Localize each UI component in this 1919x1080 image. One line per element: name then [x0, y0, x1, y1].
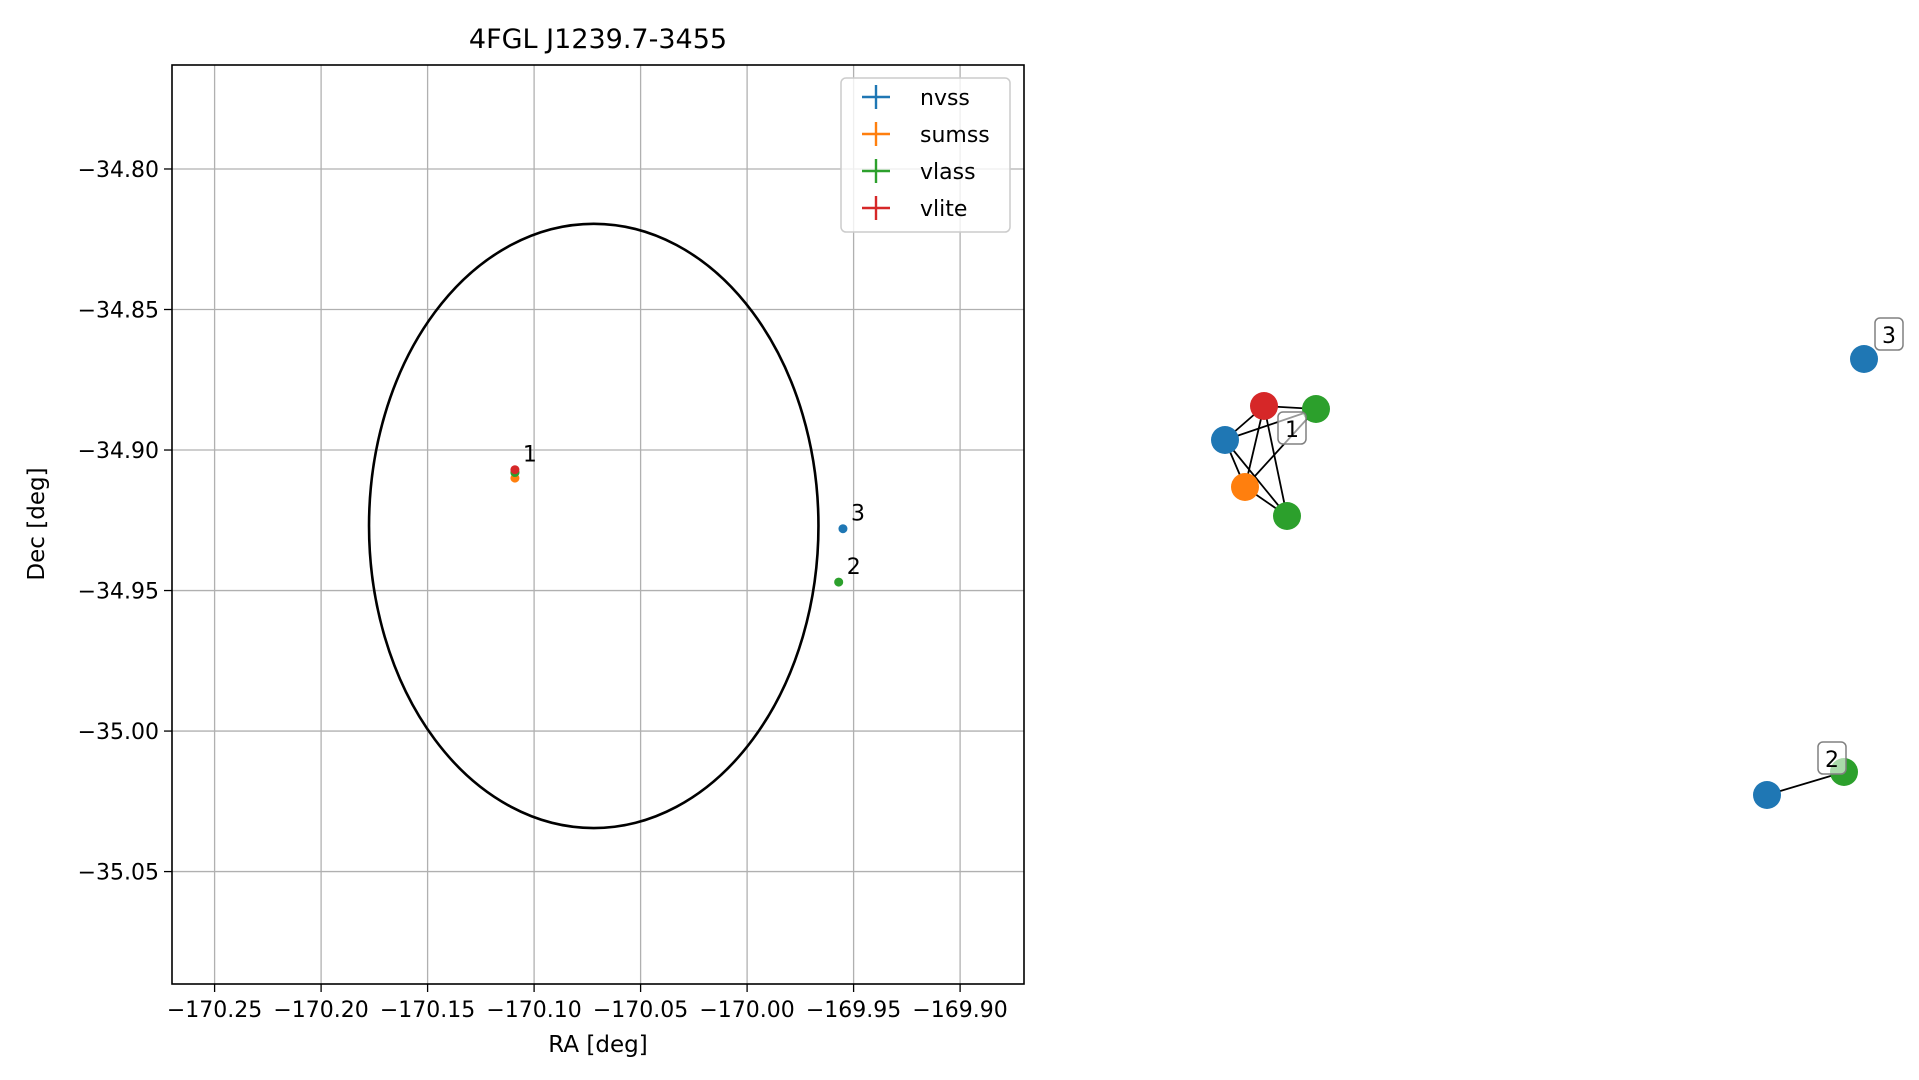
point-annotation-label: 2	[847, 555, 861, 580]
x-tick-label: −169.90	[912, 998, 1007, 1023]
network-node	[1250, 392, 1278, 420]
y-tick-label: −34.95	[78, 580, 159, 605]
data-points	[510, 465, 848, 587]
y-tick-label: −34.90	[78, 439, 159, 464]
network-edge	[1224, 439, 1288, 517]
network-label-box	[1817, 741, 1847, 775]
x-axis-ticks: −170.25 −170.20 −170.15 −170.10 −170.05 −170.…	[167, 984, 1008, 1023]
legend-entry-sumss: sumss	[862, 122, 990, 148]
x-tick-label: −170.20	[273, 998, 368, 1023]
y-axis-label: Dec [deg]	[24, 467, 50, 580]
x-tick-label: −170.15	[380, 998, 475, 1023]
chart-title: 4FGL J1239.7-3455	[469, 24, 727, 55]
legend-entry-nvss: nvss	[862, 85, 970, 111]
network-label-text: 2	[1825, 748, 1839, 773]
data-point-marker	[510, 465, 520, 475]
legend-label: vlass	[920, 160, 976, 185]
y-tick-label: −35.05	[78, 861, 159, 886]
x-tick-label: −170.25	[167, 998, 262, 1023]
y-axis-ticks: −34.80 −34.85 −34.90 −34.95 −35.00 −35.05	[78, 158, 172, 886]
data-point-marker	[834, 577, 844, 587]
point-annotation-label: 3	[851, 502, 865, 527]
y-tick-label: −34.80	[78, 158, 159, 183]
legend-entry-vlass: vlass	[862, 159, 976, 185]
axes-frame	[171, 64, 1025, 985]
data-point-marker	[838, 524, 848, 534]
x-tick-label: −169.95	[806, 998, 901, 1023]
localization-ellipse-outline	[367, 222, 820, 830]
network-node	[1211, 426, 1239, 454]
network-label-box	[1277, 411, 1307, 445]
network-group-label: 3	[1874, 317, 1904, 351]
scatter-plot: 132 −170.25 −170.20 −170.15 −170.10 −170.05−…	[24, 24, 1025, 1058]
network-label-text: 3	[1882, 324, 1896, 349]
legend: nvss sumss vlass vlite	[840, 77, 1011, 233]
point-annotations: 1 3 2	[523, 443, 865, 580]
legend-box	[840, 77, 1011, 233]
x-tick-label: −170.10	[486, 998, 581, 1023]
y-tick-label: −34.85	[78, 299, 159, 324]
legend-entries: nvss sumss vlass vlite	[862, 85, 990, 222]
network-node	[1273, 502, 1301, 530]
legend-label: nvss	[920, 86, 970, 111]
network-label-box	[1874, 317, 1904, 351]
network-nodes	[1211, 345, 1878, 809]
legend-label: sumss	[920, 123, 990, 148]
legend-entry-vlite: vlite	[862, 196, 967, 222]
x-axis-label: RA [deg]	[548, 1032, 647, 1058]
network-node	[1850, 345, 1878, 373]
y-tick-label: −35.00	[78, 720, 159, 745]
network-edge	[1263, 405, 1288, 517]
association-network-graph: 1 3 2	[1211, 317, 1904, 809]
network-label-text: 1	[1285, 418, 1299, 443]
network-node	[1302, 395, 1330, 423]
data-point-nvss	[838, 524, 848, 534]
network-group-label: 2	[1817, 741, 1847, 775]
x-tick-label: −170.00	[699, 998, 794, 1023]
point-annotation-label: 1	[523, 443, 537, 468]
data-point-vlass	[834, 577, 844, 587]
network-node	[1753, 781, 1781, 809]
data-point-vlite	[510, 465, 520, 475]
x-tick-label: −170.05	[593, 998, 688, 1023]
localization-ellipse	[367, 222, 820, 830]
legend-label: vlite	[920, 197, 967, 222]
network-group-label: 1	[1277, 411, 1307, 445]
network-group-labels: 1 3 2	[1277, 317, 1904, 775]
network-node	[1231, 473, 1259, 501]
